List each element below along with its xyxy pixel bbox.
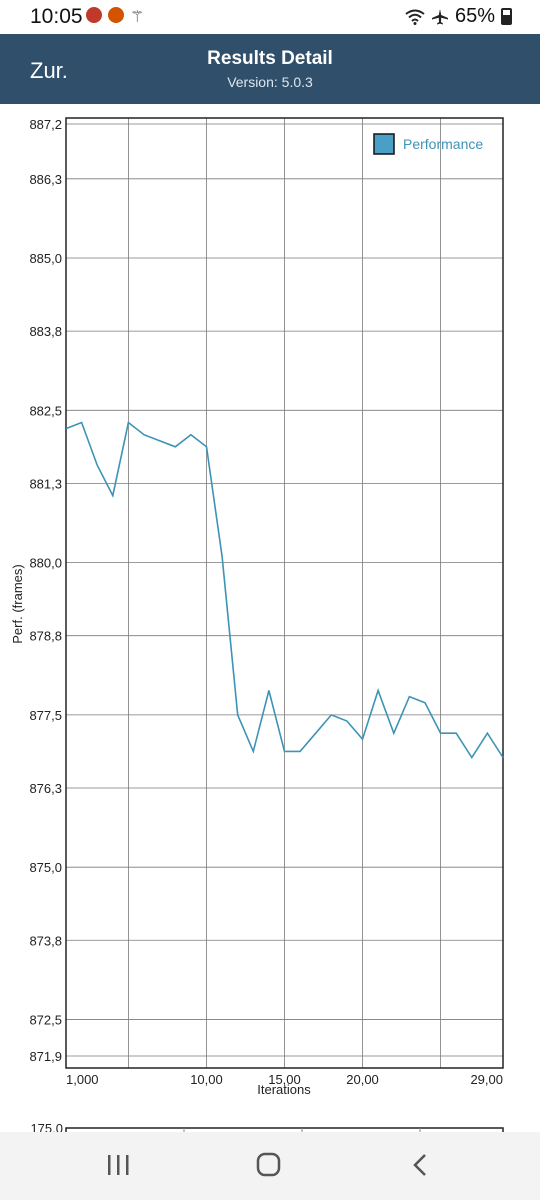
status-bar: 10:05 ⚚ 65% <box>0 0 540 34</box>
fire-notification-icon <box>86 7 102 23</box>
x-tick-label: 10,00 <box>190 1072 223 1087</box>
y-tick-label: 871,9 <box>29 1049 62 1064</box>
chart-legend: Performance <box>373 133 483 155</box>
back-chevron-icon <box>413 1154 426 1176</box>
home-button[interactable] <box>248 1150 288 1180</box>
wifi-icon <box>405 9 425 25</box>
y-axis-ticks: 887,2 886,3 885,0 883,8 882,5 881,3 880,0 878,8… <box>29 117 62 1064</box>
y-tick-label: 880,0 <box>29 556 62 571</box>
y-tick-label: 877,5 <box>29 708 62 723</box>
y-tick-label: 873,8 <box>29 933 62 948</box>
second-chart-y-label: 175,0 <box>30 1121 63 1134</box>
x-axis-label: Iterations <box>257 1082 311 1097</box>
chart-svg: 887,2 886,3 885,0 883,8 882,5 881,3 880,0 878,8… <box>10 117 504 1097</box>
x-tick-label: 29,00 <box>470 1072 503 1087</box>
x-tick-label: 15,00 <box>268 1072 301 1087</box>
y-tick-label: 882,5 <box>29 403 62 418</box>
y-tick-label: 878,8 <box>29 629 62 644</box>
series-line-performance <box>65 421 504 759</box>
y-tick-label: 881,3 <box>29 476 62 491</box>
y-tick-label: 875,0 <box>29 860 62 875</box>
series-points <box>65 422 504 758</box>
nav-back-button[interactable] <box>400 1150 440 1180</box>
back-button[interactable]: Zur. <box>30 58 68 83</box>
battery-icon <box>501 8 512 25</box>
y-tick-label: 887,2 <box>29 117 62 132</box>
second-chart-frame <box>65 1127 504 1134</box>
battery-percent: 65% <box>454 5 495 27</box>
legend-swatch <box>373 133 395 155</box>
app-bar: Zur. Results Detail Version: 5.0.3 <box>0 34 540 104</box>
status-time: 10:05 <box>30 5 83 28</box>
fire-notification-icon <box>108 7 124 23</box>
y-tick-label: 886,3 <box>29 172 62 187</box>
y-tick-label: 885,0 <box>29 251 62 266</box>
y-tick-label: 876,3 <box>29 781 62 796</box>
y-axis-label: Perf. (frames) <box>10 564 25 643</box>
airplane-icon <box>431 8 448 24</box>
legend-label: Performance <box>403 136 483 152</box>
recents-button[interactable] <box>98 1150 138 1180</box>
chart-grid <box>65 118 504 1068</box>
performance-chart: 887,2 886,3 885,0 883,8 882,5 881,3 880,0 878,8… <box>0 104 540 1124</box>
home-icon <box>256 1152 281 1177</box>
x-tick-label: 1,000 <box>66 1072 99 1087</box>
status-right: 65% <box>405 5 512 28</box>
version-label: Version: 5.0.3 <box>227 74 313 90</box>
y-tick-label: 883,8 <box>29 324 62 339</box>
y-tick-label: 872,5 <box>29 1012 62 1027</box>
x-tick-label: 20,00 <box>346 1072 379 1087</box>
system-nav-bar <box>0 1132 540 1200</box>
plot-frame <box>65 117 504 1069</box>
x-axis-ticks: 1,000 10,00 15,00 20,00 29,00 <box>66 1072 503 1087</box>
recents-icon <box>108 1155 129 1175</box>
notification-icons: ⚚ <box>86 7 144 27</box>
wand-icon: ⚚ <box>130 9 145 26</box>
page-title: Results Detail <box>207 48 333 69</box>
